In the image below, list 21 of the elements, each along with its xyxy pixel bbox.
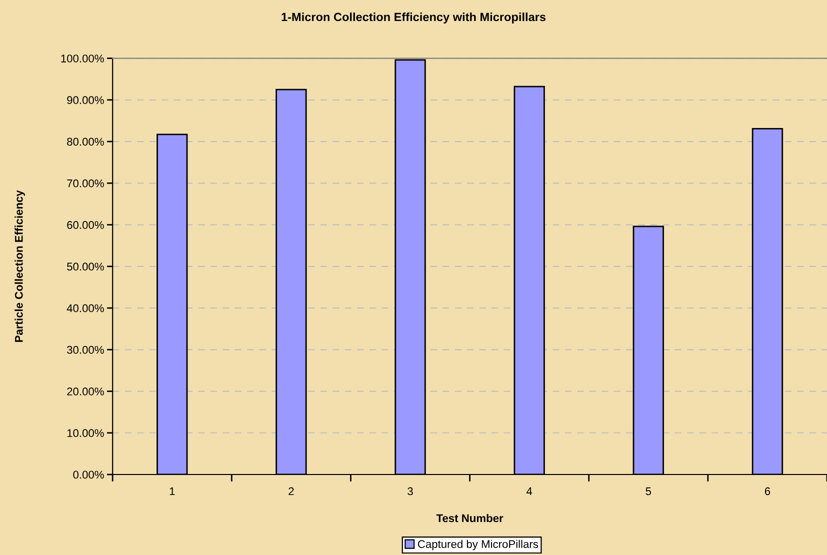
x-tick-label: 3 (408, 487, 413, 496)
x-tick-label: 4 (526, 487, 532, 496)
y-tick-label: 60.00% (67, 221, 104, 229)
x-tick-label: 2 (288, 487, 294, 496)
y-tick-label: 10.00% (67, 429, 104, 438)
y-tick-label: 100.00% (61, 54, 104, 62)
x-tick-label: 5 (646, 487, 652, 496)
y-tick-label: 0.00% (73, 470, 104, 479)
x-tick-label: 6 (764, 487, 770, 496)
y-tick-label: 90.00% (67, 96, 104, 104)
y-tick-label: 50.00% (67, 262, 104, 271)
legend-label: Captured by MicroPillars (418, 540, 538, 550)
y-tick-label: 40.00% (66, 304, 104, 312)
chart-title: 1-Micron Collection Efficiency with Micropillars (282, 12, 546, 24)
y-tick-label: 20.00% (67, 388, 104, 396)
y-tick-label: 30.00% (67, 346, 104, 354)
y-axis-title: Particle Collection Efficiency (14, 190, 25, 342)
y-tick-label: 80.00% (67, 138, 104, 146)
y-tick-label: 70.00% (67, 179, 104, 188)
x-axis-title: Test Number (436, 514, 504, 522)
x-tick-label: 1 (170, 487, 175, 496)
